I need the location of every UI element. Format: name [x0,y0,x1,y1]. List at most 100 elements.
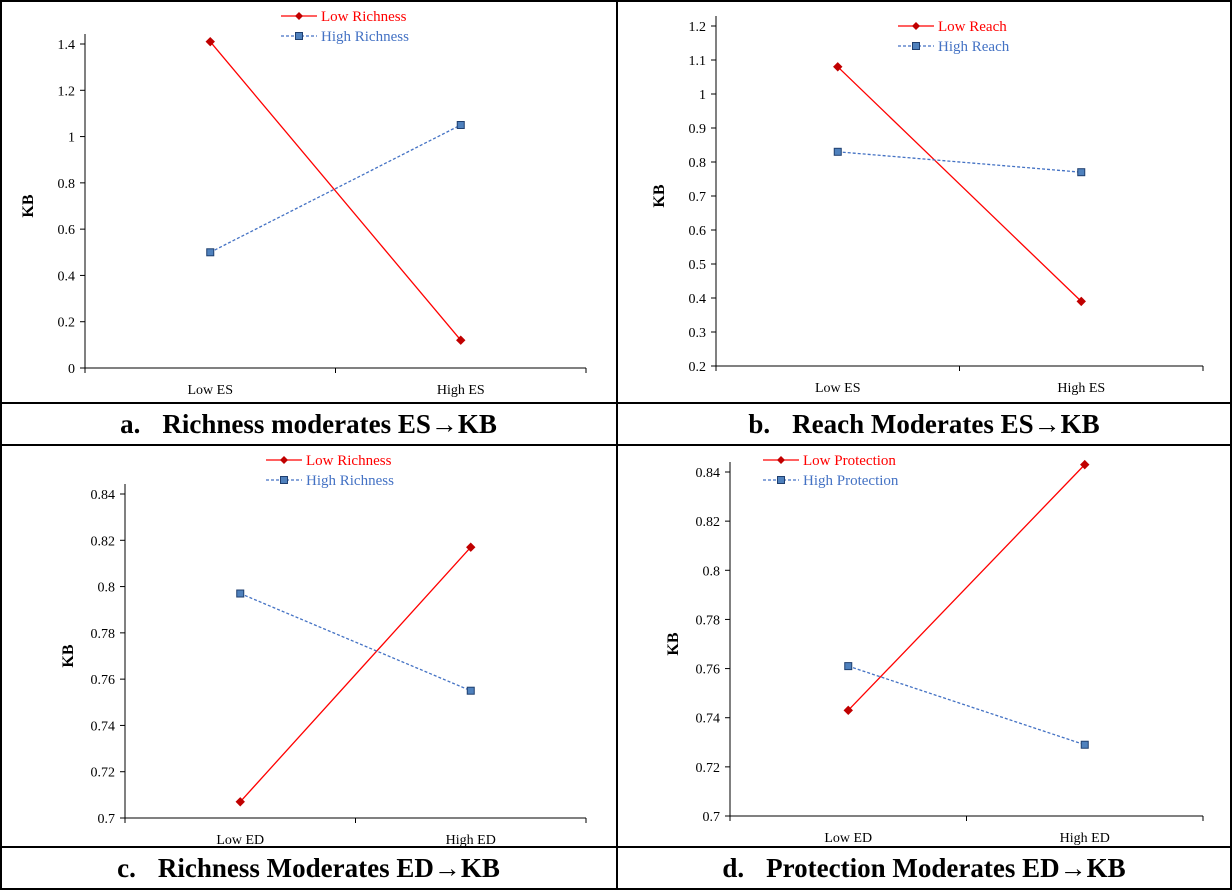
chart-c: 0.7 0.72 0.74 0.76 0.78 0.8 0.82 0.84 Low ED High… [60,453,587,848]
chart-b-legend-marker-1 [912,42,920,50]
caption-b-letter: b. [748,408,771,439]
chart-c-series-line-0 [239,546,472,803]
panel-a-chart: 0 0.2 0.4 0.6 0.8 1 1.2 1.4 Low ES High ES KB Low R… [1,2,616,402]
chart-c-y-tick-label: 0.82 [91,534,116,549]
caption-a-letter: a. [120,408,141,439]
caption-c-letter: c. [117,852,136,883]
chart-a-legend-marker-0 [295,12,303,20]
chart-a-y-tick-label: 0.4 [58,269,76,284]
chart-b-y-axis-title: KB [651,184,668,207]
chart-b-y-tick-label: 0.9 [689,122,707,137]
chart-d-legend-marker-1 [777,476,785,484]
chart-a-point-0-0 [205,36,215,47]
chart-d-legend-marker-0 [777,456,785,464]
chart-b-y-tick-label: 1 [699,88,706,103]
chart-d-y-tick-label: 0.84 [696,466,721,481]
chart-b-point-0-1 [1076,296,1086,307]
chart-b-point-1-0 [833,147,842,156]
chart-d-y-tick-label: 0.8 [703,564,721,579]
chart-a-x-tick-label: Low ES [188,383,234,398]
panel-a-caption: a. Richness moderates ES→KB [1,402,616,444]
chart-d-y-tick-label: 0.74 [696,712,721,727]
chart-a-point-1-0 [206,248,215,257]
chart-d-y-tick-label: 0.82 [696,515,721,530]
chart-a-y-tick-label: 0 [68,362,75,377]
chart-a-y-tick-label: 0.2 [58,316,76,331]
chart-b-legend-marker-0 [912,22,920,30]
chart-c-point-0-1 [466,542,476,552]
chart-a-legend-marker-1 [295,32,303,40]
chart-b-y-tick-label: 0.2 [689,360,707,375]
caption-d-letter: d. [722,852,745,883]
chart-a: 0 0.2 0.4 0.6 0.8 1 1.2 1.4 Low ES High ES KB Low R… [20,9,587,398]
chart-c-series-line-1 [239,592,472,692]
chart-b-point-0-0 [833,62,843,72]
chart-d-y-axis-title: KB [665,632,682,655]
chart-b-x-tick-label: High ES [1057,381,1105,396]
chart-b-y-tick-label: 0.4 [689,292,707,307]
chart-b-legend-label-1: High Reach [938,39,1010,55]
chart-c-y-tick-label: 0.78 [91,627,116,642]
chart-a-legend-label-1: High Richness [321,29,409,45]
chart-a-legend-label-0: Low Richness [321,9,407,25]
panel-d-chart: 0.7 0.72 0.74 0.76 0.78 0.8 0.82 0.84 Low ED High… [616,444,1230,846]
chart-b-y-tick-label: 0.6 [689,224,707,239]
chart-d-y-tick-label: 0.76 [696,663,721,678]
chart-d-point-1-0 [844,662,853,671]
chart-c-y-tick-label: 0.74 [91,719,116,734]
chart-c-x-tick-label: High ED [446,833,496,848]
chart-a-y-tick-label: 1 [68,131,75,146]
chart-c-point-0-0 [235,797,245,807]
chart-d-y-tick-label: 0.72 [696,761,721,776]
chart-a-y-tick-label: 0.6 [58,223,76,238]
chart-c-legend-marker-0 [280,456,288,464]
chart-d-x-tick-label: Low ED [824,831,872,846]
chart-c-legend-marker-1 [280,476,288,484]
chart-c-legend-label-0: Low Richness [306,453,392,469]
chart-b-y-tick-label: 0.3 [689,326,707,341]
chart-c-point-1-1 [466,686,475,695]
chart-b-y-tick-label: 0.8 [689,156,707,171]
chart-d-point-0-1 [1080,459,1090,470]
chart-c-point-1-0 [236,589,245,598]
panel-d-caption: d. Protection Moderates ED→KB [616,846,1230,888]
chart-c-y-tick-label: 0.84 [91,488,116,503]
chart-d-x-tick-label: High ED [1060,831,1110,846]
panel-b-caption: b. Reach Moderates ES→KB [616,402,1230,444]
chart-b-y-tick-label: 0.7 [689,190,707,205]
chart-b-series-line-0 [837,66,1082,302]
chart-b-point-1-1 [1077,168,1086,177]
panel-b-chart: 0.2 0.3 0.4 0.5 0.6 0.7 0.8 0.9 1 1.1 1.2 Low ES Hig… [616,2,1230,402]
caption-a-text: Richness moderates ES→KB [162,408,497,439]
chart-d-series-line-1 [848,665,1085,746]
chart-d-legend-label-1: High Protection [803,473,899,489]
chart-b-y-tick-label: 1.1 [689,54,707,69]
chart-b-y-tick-label: 0.5 [689,258,707,273]
chart-d-y-tick-label: 0.7 [703,810,721,825]
chart-d-point-1-1 [1080,740,1089,749]
chart-b-legend-label-0: Low Reach [938,19,1007,35]
chart-c-y-axis-title: KB [60,644,77,667]
chart-a-y-tick-label: 1.4 [58,38,76,53]
chart-c-y-tick-label: 0.7 [98,812,116,827]
chart-a-series-line-1 [209,124,462,253]
caption-c-text: Richness Moderates ED→KB [157,852,500,883]
chart-a-y-axis-title: KB [20,194,37,217]
chart-a-y-tick-label: 0.8 [58,177,76,192]
chart-a-y-tick-label: 1.2 [58,84,76,99]
chart-b: 0.2 0.3 0.4 0.5 0.6 0.7 0.8 0.9 1 1.1 1.2 Low ES Hig… [651,16,1204,396]
chart-b-y-tick-label: 1.2 [689,20,707,35]
caption-d-text: Protection Moderates ED→KB [766,852,1126,883]
chart-c-y-tick-label: 0.76 [91,673,116,688]
chart-b-series-line-1 [837,151,1082,173]
chart-d-point-0-0 [843,705,853,716]
panel-c-caption: c. Richness Moderates ED→KB [1,846,616,888]
chart-a-x-tick-label: High ES [437,383,485,398]
chart-a-point-0-1 [456,335,466,345]
panel-c-chart: 0.7 0.72 0.74 0.76 0.78 0.8 0.82 0.84 Low ED High… [1,444,616,848]
chart-a-series-line-0 [209,41,462,341]
chart-c-legend-label-1: High Richness [306,473,394,489]
chart-c-y-tick-label: 0.72 [91,766,116,781]
chart-a-point-1-1 [456,121,465,129]
